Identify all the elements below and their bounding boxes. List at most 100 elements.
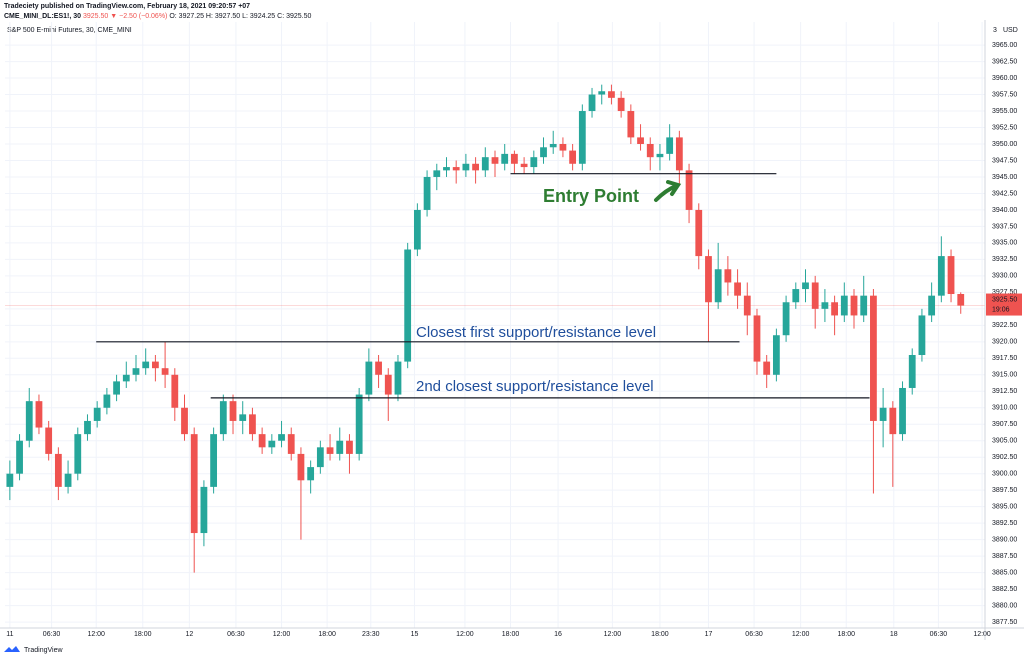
y-tick-label: 3905.00 xyxy=(992,438,1017,445)
candle-body xyxy=(772,335,780,375)
candle-body xyxy=(646,143,654,158)
candle-body xyxy=(132,368,140,375)
annotation: 2nd closest support/resistance level xyxy=(416,378,654,395)
candle-body xyxy=(627,111,635,138)
candle-body xyxy=(210,434,218,487)
y-tick-label: 3952.50 xyxy=(992,124,1017,131)
candle-body xyxy=(268,440,276,448)
candle-body xyxy=(307,467,315,481)
x-tick-label: 18:00 xyxy=(318,631,336,638)
candle-body xyxy=(821,302,829,309)
y-tick-label: 3965.00 xyxy=(992,42,1017,49)
y-tick-label: 3950.00 xyxy=(992,141,1017,148)
y-tick-label: 3880.00 xyxy=(992,602,1017,609)
candle-body xyxy=(637,137,644,144)
y-tick-label: 3962.50 xyxy=(992,58,1017,65)
candle-body xyxy=(569,150,577,164)
candle-body xyxy=(802,282,809,290)
candle-body xyxy=(491,157,499,164)
x-tick-label: 06:30 xyxy=(745,631,763,638)
candle-body xyxy=(316,447,324,468)
quote-line: CME_MINI_DL:ES1!, 30 3925.50 ▼ −2.50 (−0… xyxy=(4,13,312,20)
candle-body xyxy=(336,440,344,454)
candle-body xyxy=(16,440,23,474)
candle-body xyxy=(675,137,683,171)
y-tick-label: 3922.50 xyxy=(992,322,1017,329)
x-tick-label: 18 xyxy=(890,631,898,638)
candle-body xyxy=(443,167,450,171)
candle-body xyxy=(472,163,479,171)
candle-body xyxy=(918,315,926,356)
symbol: CME_MINI_DL:ES1!, 30 xyxy=(4,13,81,20)
candle-body xyxy=(714,269,722,303)
candle-body xyxy=(608,91,615,98)
candle-body xyxy=(452,167,460,171)
y-tick-label: 3885.00 xyxy=(992,569,1017,576)
ohlc: O: 3927.25 H: 3927.50 L: 3924.25 C: 3925… xyxy=(169,13,311,20)
y-tick-label: 3887.50 xyxy=(992,553,1017,560)
candle-body xyxy=(25,401,33,441)
candle-body xyxy=(346,440,353,454)
logo xyxy=(4,646,20,652)
y-tick-label: 3915.00 xyxy=(992,372,1017,379)
y-tick-label: 3935.00 xyxy=(992,240,1017,247)
candle-body xyxy=(171,374,179,408)
y-tick-label: 3897.50 xyxy=(992,487,1017,494)
candle-body xyxy=(656,153,664,158)
arrow xyxy=(654,180,682,202)
candle-body xyxy=(433,170,441,177)
x-tick-label: 12:00 xyxy=(973,631,991,638)
plot xyxy=(5,22,985,628)
scale-badge: 3 xyxy=(993,27,997,34)
y-tick-label: 3957.50 xyxy=(992,91,1017,98)
candle-body xyxy=(782,302,790,336)
candle-body xyxy=(724,269,732,283)
candle-body xyxy=(870,295,877,421)
candle-body xyxy=(588,94,596,112)
candle-body xyxy=(598,91,606,95)
candle-body xyxy=(74,434,82,474)
candle-body xyxy=(113,381,120,395)
x-tick-label: 18:00 xyxy=(502,631,520,638)
y-tick-label: 3920.00 xyxy=(992,339,1017,346)
candle-body xyxy=(64,473,72,487)
candle-body xyxy=(908,355,916,388)
annotation: Closest first support/resistance level xyxy=(416,324,656,341)
candle-body xyxy=(190,434,198,534)
y-tick-label: 3917.50 xyxy=(992,355,1017,362)
y-tick-label: 3892.50 xyxy=(992,520,1017,527)
candle-body xyxy=(297,453,305,481)
candle-body xyxy=(181,407,188,435)
y-tick-label: 3937.50 xyxy=(992,223,1017,230)
y-tick-label: 3930.00 xyxy=(992,273,1017,280)
x-tick-label: 18:00 xyxy=(651,631,669,638)
x-tick-label: 16 xyxy=(554,631,562,638)
y-tick-label: 3955.00 xyxy=(992,108,1017,115)
candle-body xyxy=(249,414,256,435)
candle-body xyxy=(6,473,14,487)
countdown: 19:06 xyxy=(992,306,1010,313)
y-tick-label: 3895.00 xyxy=(992,504,1017,511)
y-tick-label: 3940.00 xyxy=(992,207,1017,214)
y-tick-label: 3907.50 xyxy=(992,421,1017,428)
candle-body xyxy=(122,374,130,382)
candle-body xyxy=(384,374,392,395)
candle-body xyxy=(355,394,363,454)
candle-body xyxy=(239,414,247,421)
x-tick-label: 12:00 xyxy=(792,631,810,638)
candle-body xyxy=(93,407,101,421)
y-tick-label: 3960.00 xyxy=(992,75,1017,82)
y-tick-label: 3945.00 xyxy=(992,174,1017,181)
candle-body xyxy=(937,256,945,296)
candle-body xyxy=(666,137,674,154)
candle-body xyxy=(365,361,373,395)
candle-body xyxy=(899,387,906,435)
y-tick-label: 3927.50 xyxy=(992,289,1017,296)
x-tick-label: 12:00 xyxy=(87,631,105,638)
candle-body xyxy=(685,170,693,210)
candle-body xyxy=(743,295,751,316)
last-price-box xyxy=(986,293,1022,316)
chart-title: S&P 500 E-mini Futures, 30, CME_MINI xyxy=(7,27,132,34)
y-tick-label: 3882.50 xyxy=(992,586,1017,593)
change: ▼ −2.50 (−0.06%) xyxy=(110,13,167,20)
